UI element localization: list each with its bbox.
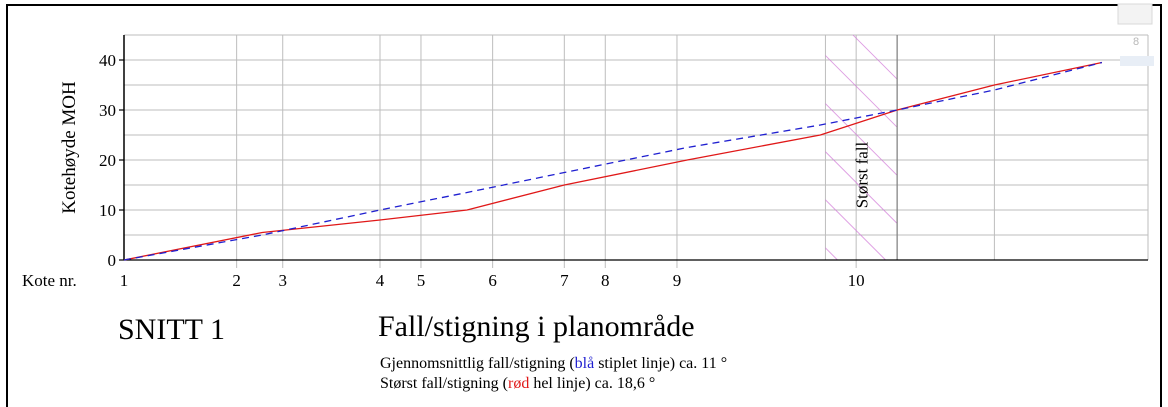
x-axis-title: Kote nr. xyxy=(22,271,77,290)
max-slope-note-suffix: hel linje) ca. 18,6 ° xyxy=(529,375,656,392)
axes xyxy=(119,35,1148,261)
x-tick-label: 3 xyxy=(278,271,287,290)
x-tick-label: 2 xyxy=(232,271,241,290)
corner-scroll-widget[interactable]: 8 xyxy=(1100,0,1160,100)
x-tick-label: 9 xyxy=(673,271,682,290)
x-tick-label: 1 xyxy=(120,271,129,290)
corner-widget-box[interactable] xyxy=(1117,3,1153,25)
x-tick-label: 10 xyxy=(848,271,865,290)
plan-title: Fall/stigning i planområde xyxy=(378,310,695,343)
y-axis-title: Kotehøyde MOH xyxy=(59,81,80,214)
x-tick-label: 7 xyxy=(560,271,569,290)
corner-widget-label: 8 xyxy=(1133,36,1139,48)
average-slope-note-suffix: stiplet linje) ca. 11 ° xyxy=(594,355,728,372)
max-slope-color-word: rød xyxy=(508,375,530,392)
shaded-region-hatch xyxy=(825,35,898,260)
y-tick-label: 40 xyxy=(99,51,116,70)
series-line-dashed-blue xyxy=(123,61,1103,261)
max-slope-note-prefix: Størst fall/stigning ( xyxy=(380,375,508,392)
average-slope-color-word: blå xyxy=(574,355,595,372)
max-slope-note: Størst fall/stigning (rød hel linje) ca.… xyxy=(380,375,655,393)
corner-widget-strip xyxy=(1120,56,1154,66)
y-tick-label: 10 xyxy=(99,201,116,220)
axis-labels: 0 10 20 30 40 Kotehøyde MOH Kote nr. 1 2 3 4 5 6 7 8 9 1… xyxy=(22,51,865,290)
series-line-solid-red xyxy=(123,61,1103,261)
grid xyxy=(124,34,1149,268)
x-tick-label: 6 xyxy=(488,271,497,290)
y-tick-label: 20 xyxy=(99,151,116,170)
series xyxy=(123,61,1103,261)
x-tick-label: 4 xyxy=(376,271,385,290)
y-tick-label: 30 xyxy=(99,101,116,120)
figure-frame xyxy=(6,4,1162,407)
y-tick-label: 0 xyxy=(108,251,117,270)
x-tick-label: 8 xyxy=(601,271,610,290)
elevation-profile-chart: Størst fall 0 10 20 30 40 Kotehøyde MOH Kote n… xyxy=(22,34,1149,290)
shaded-region: Størst fall xyxy=(825,35,898,260)
average-slope-note-prefix: Gjennomsnittlig fall/stigning ( xyxy=(380,355,575,372)
section-title: SNITT 1 xyxy=(118,313,225,346)
x-tick-label: 5 xyxy=(417,271,426,290)
average-slope-note: Gjennomsnittlig fall/stigning (blå stipl… xyxy=(380,355,727,373)
shaded-region-label: Størst fall xyxy=(852,141,871,208)
